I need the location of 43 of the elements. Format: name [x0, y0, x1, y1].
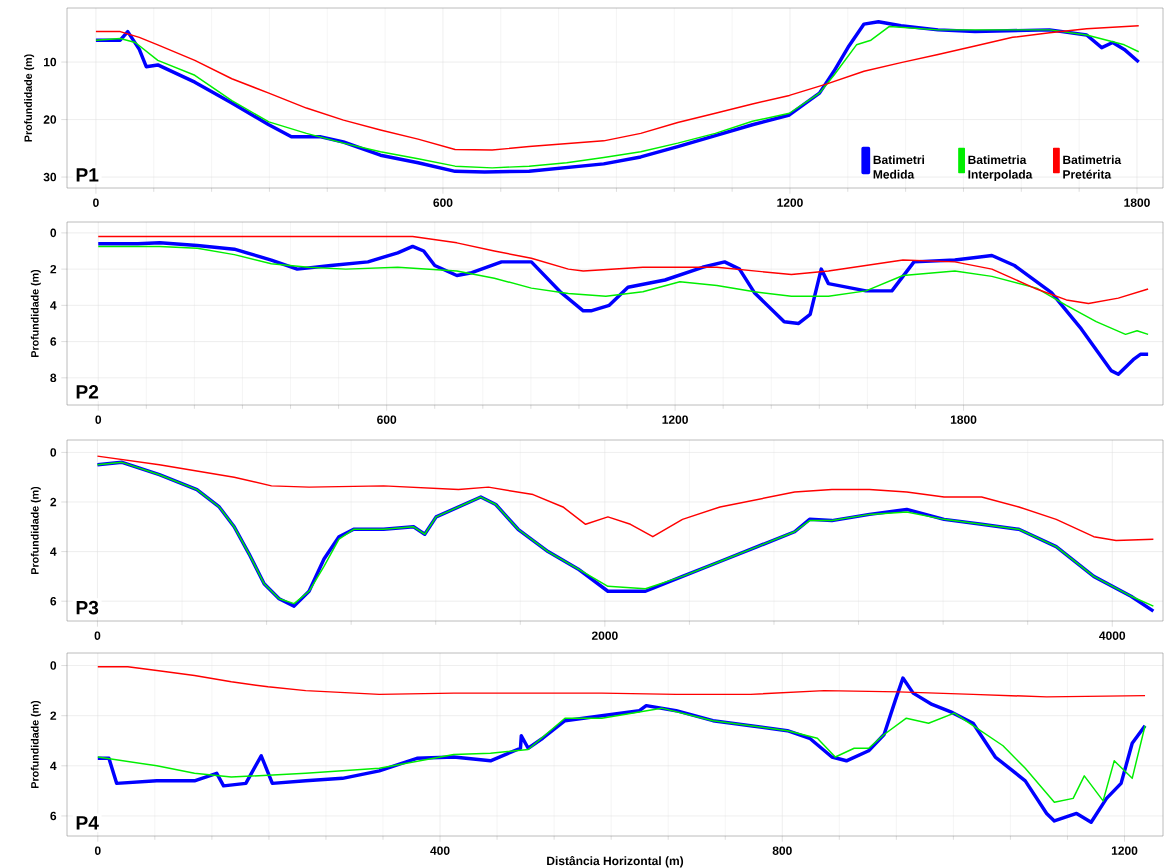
x-tick-label: 800: [772, 846, 792, 855]
y-tick-label: 2: [50, 497, 57, 507]
y-tick-label: 4: [50, 301, 57, 310]
y-tick-label: 4: [50, 761, 57, 770]
x-tick-label: 0: [93, 198, 99, 207]
legend-label: Batimetria Interpolada: [968, 155, 1033, 182]
y-tick-label: 0: [50, 661, 57, 670]
y-axis-title: Profundidade (m): [30, 269, 41, 357]
y-tick-label: 4: [50, 547, 57, 556]
x-tick-label: 1200: [1111, 846, 1138, 855]
text: P4: [76, 816, 99, 830]
y-tick-label: 6: [50, 811, 57, 821]
x-tick-label: 4000: [1099, 631, 1126, 640]
y-tick-label: 0: [50, 448, 57, 457]
y-tick-label: 20: [43, 115, 57, 124]
text: P3: [76, 600, 99, 615]
y-tick-label: 6: [50, 596, 57, 606]
x-tick-label: 2000: [591, 631, 618, 640]
text: P2: [76, 385, 99, 399]
x-tick-label: 1800: [1124, 198, 1150, 207]
y-tick-label: 6: [50, 337, 57, 346]
y-tick-label: 10: [44, 57, 57, 67]
y-axis-title: Profundidade (m): [24, 54, 35, 142]
y-axis-title: Profundidade (m): [30, 700, 41, 788]
x-tick-label: 600: [377, 415, 397, 424]
x-tick-label: 0: [94, 631, 101, 640]
x-tick-label: 0: [95, 415, 102, 424]
x-tick-label: 400: [430, 846, 450, 855]
x-tick-label: 0: [94, 846, 101, 855]
x-tick-label: 600: [433, 198, 453, 207]
y-tick-label: 2: [50, 711, 57, 720]
y-tick-label: 30: [43, 172, 57, 182]
legend-label: Batimetria Pretérita: [1063, 155, 1122, 179]
y-tick-label: 2: [50, 264, 57, 274]
x-tick-label: 1800: [950, 415, 977, 424]
legend-label: Batimetri Medida: [873, 155, 925, 179]
text: P1: [76, 168, 99, 182]
y-tick-label: 8: [50, 373, 57, 383]
x-tick-label: 1200: [662, 415, 688, 424]
x-axis-title: Distância Horizontal (m): [547, 856, 684, 868]
x-tick-label: 1200: [777, 198, 803, 207]
y-axis-title: Profundidade (m): [30, 486, 41, 574]
y-tick-label: 0: [50, 228, 57, 238]
